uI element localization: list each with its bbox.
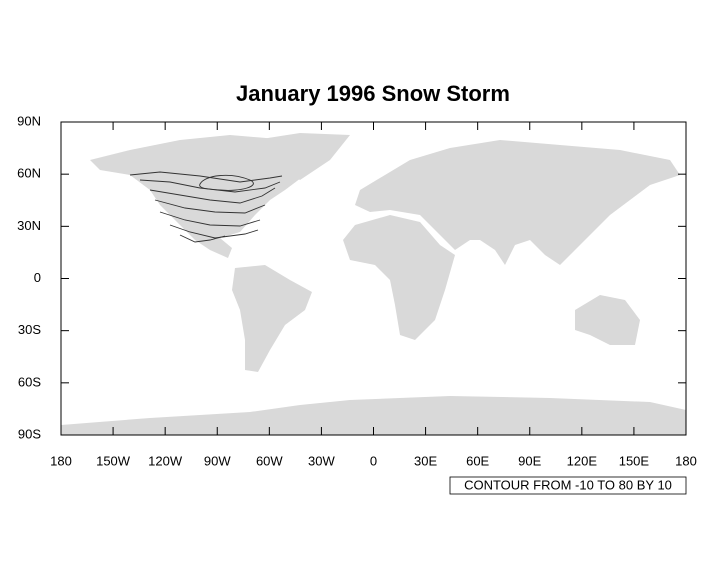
contour-line [154, 199, 266, 214]
x-tick-label: 90W [204, 453, 231, 468]
contour-info-box [449, 476, 687, 495]
y-tick-label: 60N [17, 166, 41, 181]
x-tick-label: 30E [414, 453, 437, 468]
x-tick-label: 120E [567, 453, 598, 468]
contours [129, 171, 283, 243]
africa [343, 215, 455, 340]
x-tick-label: 0 [370, 453, 377, 468]
x-tick-label: 120W [148, 453, 183, 468]
contour-line [129, 171, 283, 183]
australia [575, 295, 640, 345]
contour-line [149, 187, 276, 204]
y-tick-label: 90S [18, 426, 41, 441]
y-tick-label: 60S [18, 374, 41, 389]
x-tick-label: 60E [466, 453, 489, 468]
greenland [255, 133, 350, 180]
x-tick-label: 150E [619, 453, 650, 468]
contour-line [179, 234, 226, 243]
x-tick-label: 60W [256, 453, 283, 468]
title: January 1996 Snow Storm [236, 81, 510, 106]
y-tick-label: 30S [18, 322, 41, 337]
contour-line [169, 224, 259, 239]
contour-info: CONTOUR FROM -10 TO 80 BY 10 [464, 477, 672, 492]
x-tick-label: 30W [308, 453, 335, 468]
x-tick-label: 150W [96, 453, 131, 468]
x-tick-label: 180 [675, 453, 697, 468]
y-tick-label: 0 [34, 270, 41, 285]
y-tick-label: 30N [17, 218, 41, 233]
y-tick-label: 90N [17, 113, 41, 128]
antarctica [61, 396, 686, 435]
south-america [232, 265, 312, 372]
eurasia [355, 140, 680, 265]
land [61, 133, 686, 435]
contour-line [199, 174, 254, 191]
x-tick-label: 90E [518, 453, 541, 468]
x-tick-label: 180 [50, 453, 72, 468]
north-america [90, 135, 330, 258]
contour-line [159, 211, 261, 227]
